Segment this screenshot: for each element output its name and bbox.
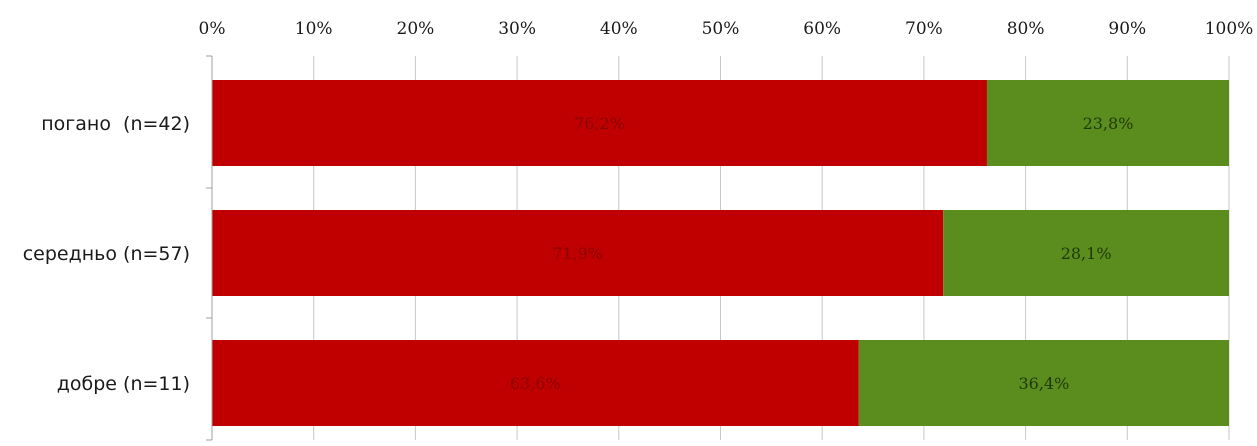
- bar-segment: [212, 80, 987, 166]
- data-label: 23,8%: [1083, 114, 1134, 133]
- x-tick-label: 0%: [199, 19, 226, 39]
- bar-segment: [986, 80, 1229, 166]
- data-label: 76,2%: [574, 114, 625, 133]
- x-tick-label: 80%: [1007, 19, 1045, 39]
- x-tick-label: 40%: [600, 19, 638, 39]
- x-tick-label: 50%: [702, 19, 740, 39]
- bars: 76,2% 23,8% 71,9% 28,1% 63,6% 36,4%: [212, 80, 1229, 426]
- category-label: погано (n=42): [41, 113, 190, 135]
- category-labels: погано (n=42) середньо (n=57) добре (n=11): [23, 113, 190, 395]
- data-label: 63,6%: [510, 374, 561, 393]
- bar-segment: [858, 340, 1229, 426]
- x-tick-label: 10%: [295, 19, 333, 39]
- x-tick-label: 20%: [397, 19, 435, 39]
- bar-segment: [212, 210, 944, 296]
- category-label: добре (n=11): [57, 373, 190, 395]
- category-label: середньо (n=57): [23, 243, 190, 265]
- x-axis-ticks: 0% 10% 20% 30% 40% 50% 60% 70% 80% 90% 100%: [199, 19, 1254, 39]
- bar-segment: [212, 340, 859, 426]
- data-label: 36,4%: [1018, 374, 1069, 393]
- data-label: 28,1%: [1061, 244, 1112, 263]
- x-tick-label: 30%: [498, 19, 536, 39]
- x-tick-label: 70%: [905, 19, 943, 39]
- y-axis: [206, 55, 213, 441]
- x-tick-label: 60%: [803, 19, 841, 39]
- x-tick-label: 100%: [1205, 19, 1254, 39]
- x-tick-label: 90%: [1108, 19, 1146, 39]
- data-label: 71,9%: [552, 244, 603, 263]
- bar-segment: [943, 210, 1229, 296]
